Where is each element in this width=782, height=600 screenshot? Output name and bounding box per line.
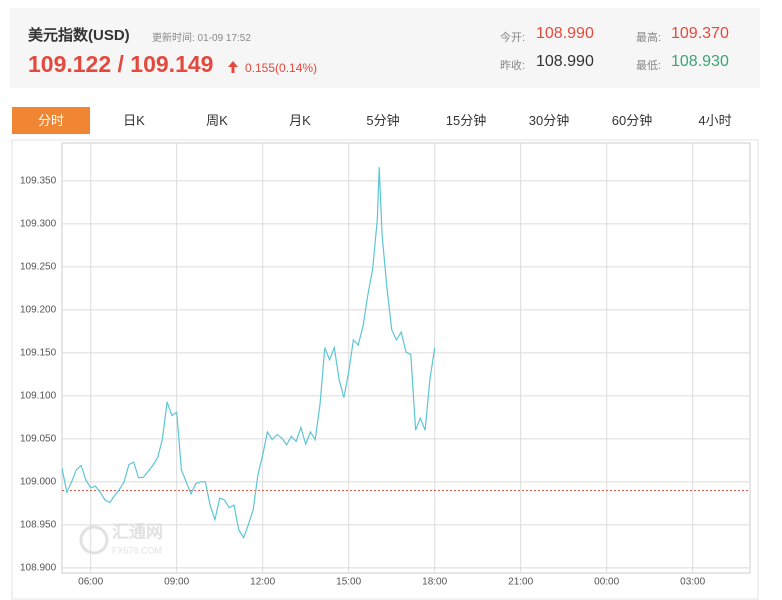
tab[interactable]: 周K (206, 113, 228, 128)
x-tick-label: 21:00 (508, 577, 533, 588)
stat-label: 今开: (500, 32, 526, 44)
x-tick-label: 12:00 (250, 577, 275, 588)
stat-value: 108.990 (536, 25, 594, 42)
x-tick-label: 03:00 (680, 577, 705, 588)
watermark-logo (79, 525, 109, 555)
tab[interactable]: 4小时 (698, 113, 732, 128)
x-tick-label: 09:00 (164, 577, 189, 588)
stat-value: 109.370 (671, 25, 729, 42)
tab[interactable]: 日K (123, 113, 145, 128)
tab[interactable]: 5分钟 (366, 113, 400, 128)
up-arrow (228, 61, 238, 73)
title: 美元指数(USD) (28, 27, 130, 44)
tab[interactable]: 月K (289, 113, 311, 128)
y-tick-label: 109.050 (20, 433, 57, 444)
x-tick-label: 18:00 (422, 577, 447, 588)
stat-value: 108.930 (671, 53, 729, 70)
watermark: 汇通网 (112, 522, 163, 541)
price-line (61, 167, 436, 540)
update-time: 更新时间: 01-09 17:52 (152, 33, 251, 44)
y-tick-label: 109.200 (20, 304, 57, 315)
stat-value: 108.990 (536, 53, 594, 70)
x-tick-label: 00:00 (594, 577, 619, 588)
y-tick-label: 108.900 (20, 562, 57, 573)
tab[interactable]: 15分钟 (445, 113, 487, 128)
chart-frame (11, 139, 759, 600)
x-tick-label: 06:00 (78, 577, 103, 588)
y-tick-label: 109.300 (20, 218, 57, 229)
stat-label: 最高: (636, 32, 662, 44)
y-tick-label: 109.150 (20, 347, 57, 358)
tab[interactable]: 60分钟 (611, 113, 653, 128)
y-tick-label: 109.350 (20, 175, 57, 186)
price: 109.122 / 109.149 (28, 51, 214, 77)
x-tick-label: 15:00 (336, 577, 361, 588)
plot-frame (61, 142, 751, 574)
watermark: FX678.COM (112, 545, 162, 555)
tab[interactable]: 分时 (12, 107, 90, 134)
stat-label: 最低: (636, 60, 662, 72)
y-tick-label: 109.000 (20, 476, 57, 487)
y-tick-label: 109.100 (20, 390, 57, 401)
y-tick-label: 109.250 (20, 261, 57, 272)
y-tick-label: 108.950 (20, 519, 57, 530)
tab[interactable]: 30分钟 (528, 113, 570, 128)
quote-header (10, 8, 760, 88)
stat-label: 昨收: (500, 60, 526, 72)
change: 0.155(0.14%) (245, 61, 318, 75)
